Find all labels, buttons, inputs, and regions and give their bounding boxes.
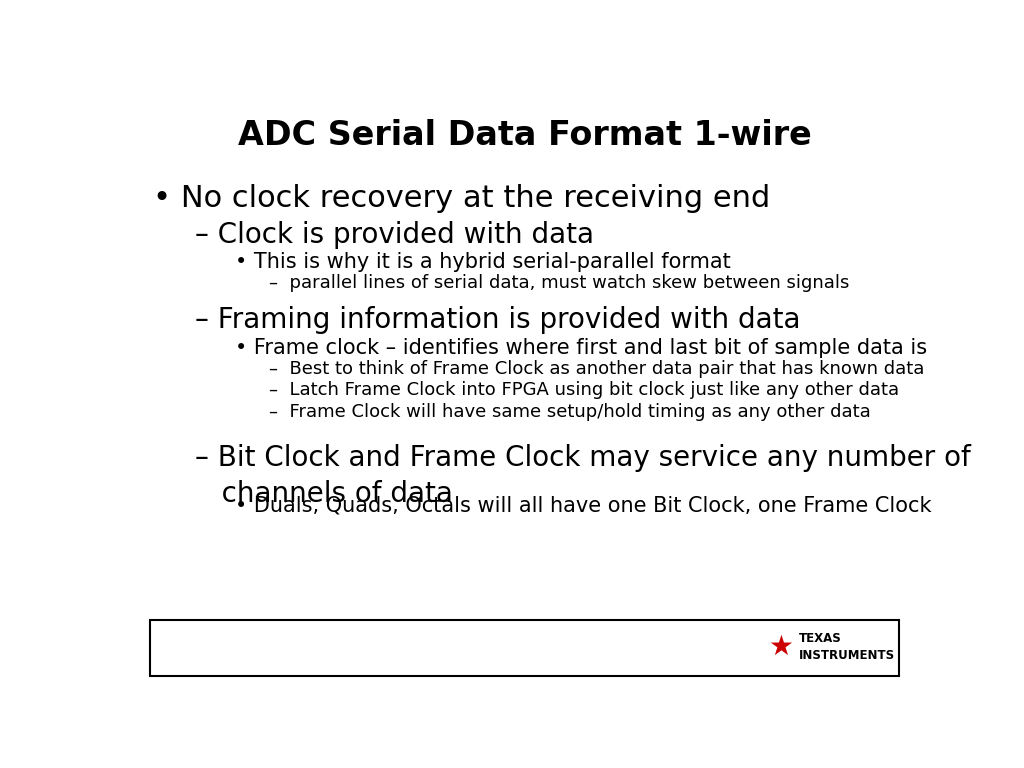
Text: TEXAS
INSTRUMENTS: TEXAS INSTRUMENTS [799, 632, 895, 662]
Text: • Frame clock – identifies where first and last bit of sample data is: • Frame clock – identifies where first a… [236, 338, 928, 358]
Text: – Framing information is provided with data: – Framing information is provided with d… [196, 306, 801, 334]
Text: • This is why it is a hybrid serial-parallel format: • This is why it is a hybrid serial-para… [236, 252, 731, 272]
Text: ADC Serial Data Format 1-wire: ADC Serial Data Format 1-wire [238, 119, 812, 152]
Text: ★: ★ [768, 633, 793, 660]
Text: –  Best to think of Frame Clock as another data pair that has known data: – Best to think of Frame Clock as anothe… [269, 360, 925, 378]
Text: –  parallel lines of serial data, must watch skew between signals: – parallel lines of serial data, must wa… [269, 274, 850, 293]
Text: – Clock is provided with data: – Clock is provided with data [196, 221, 595, 249]
Text: • No clock recovery at the receiving end: • No clock recovery at the receiving end [154, 184, 771, 213]
FancyBboxPatch shape [151, 621, 899, 677]
Text: – Bit Clock and Frame Clock may service any number of
   channels of data: – Bit Clock and Frame Clock may service … [196, 444, 971, 508]
Text: –  Frame Clock will have same setup/hold timing as any other data: – Frame Clock will have same setup/hold … [269, 402, 871, 421]
Text: • Duals, Quads, Octals will all have one Bit Clock, one Frame Clock: • Duals, Quads, Octals will all have one… [236, 495, 932, 515]
Text: –  Latch Frame Clock into FPGA using bit clock just like any other data: – Latch Frame Clock into FPGA using bit … [269, 382, 899, 399]
